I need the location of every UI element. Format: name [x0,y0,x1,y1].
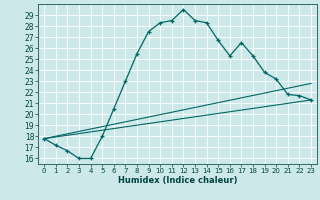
X-axis label: Humidex (Indice chaleur): Humidex (Indice chaleur) [118,176,237,185]
